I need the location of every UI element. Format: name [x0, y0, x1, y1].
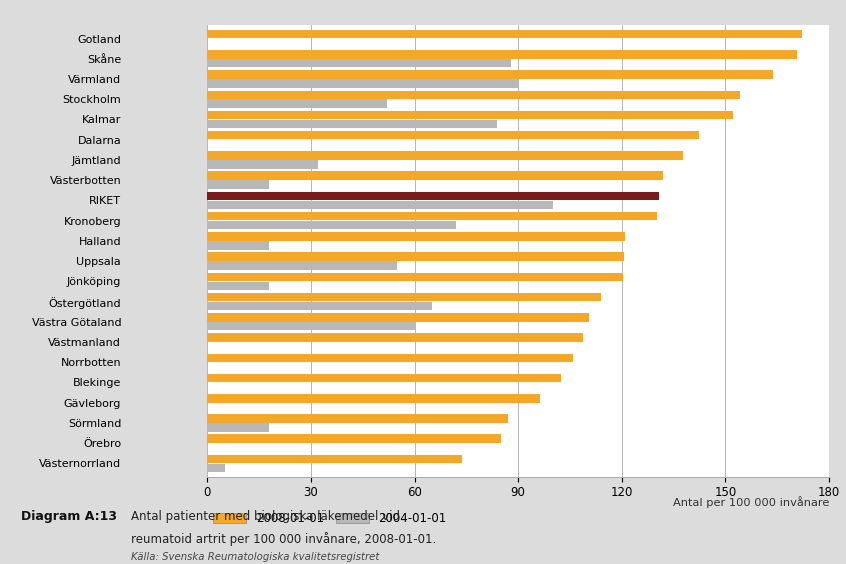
Bar	[207, 192, 659, 200]
Legend: 2008-01-01, 2004-01-01: 2008-01-01, 2004-01-01	[213, 512, 447, 525]
Text: Diagram A:13: Diagram A:13	[21, 510, 117, 523]
Bar	[207, 322, 415, 331]
Bar	[207, 151, 683, 160]
Bar	[207, 50, 797, 59]
Bar	[207, 131, 699, 139]
Bar	[207, 354, 573, 362]
Bar	[207, 241, 269, 249]
Bar	[207, 171, 663, 180]
Bar	[207, 253, 624, 261]
Bar	[207, 99, 387, 108]
Bar	[207, 455, 462, 463]
Text: reumatoid artrit per 100 000 invånare, 2008-01-01.: reumatoid artrit per 100 000 invånare, 2…	[131, 532, 437, 546]
Bar	[207, 434, 501, 443]
Bar	[207, 272, 623, 281]
Bar	[207, 281, 269, 290]
Text: Antal patienter med biologiska läkemedel vid: Antal patienter med biologiska läkemedel…	[131, 510, 400, 523]
Bar	[207, 415, 508, 423]
Bar	[207, 261, 398, 270]
Bar	[207, 120, 497, 128]
Bar	[207, 333, 583, 342]
Bar	[207, 59, 511, 68]
Text: Källa: Svenska Reumatologiska kvalitetsregistret: Källa: Svenska Reumatologiska kvalitetsr…	[131, 552, 380, 562]
Bar	[207, 91, 740, 99]
Bar	[207, 374, 561, 382]
Bar	[207, 79, 518, 87]
Bar	[207, 302, 431, 310]
Bar	[207, 111, 733, 119]
Bar	[207, 70, 773, 79]
Bar	[207, 30, 803, 38]
Bar	[207, 180, 269, 189]
Bar	[207, 423, 269, 431]
Bar	[207, 232, 624, 241]
Text: Antal per 100 000 invånare: Antal per 100 000 invånare	[673, 496, 829, 508]
Bar	[207, 212, 657, 221]
Bar	[207, 221, 456, 230]
Bar	[207, 313, 590, 321]
Bar	[207, 201, 552, 209]
Bar	[207, 464, 224, 472]
Bar	[207, 293, 601, 301]
Bar	[207, 160, 318, 169]
Bar	[207, 394, 541, 403]
